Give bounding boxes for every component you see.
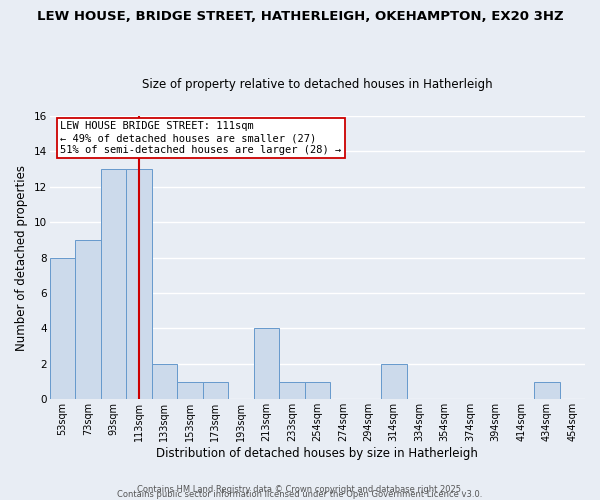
X-axis label: Distribution of detached houses by size in Hatherleigh: Distribution of detached houses by size …	[157, 447, 478, 460]
Y-axis label: Number of detached properties: Number of detached properties	[15, 164, 28, 350]
Title: Size of property relative to detached houses in Hatherleigh: Size of property relative to detached ho…	[142, 78, 493, 91]
Bar	[203, 382, 228, 400]
Bar	[50, 258, 75, 400]
Bar	[126, 169, 152, 400]
Bar	[534, 382, 560, 400]
Text: LEW HOUSE, BRIDGE STREET, HATHERLEIGH, OKEHAMPTON, EX20 3HZ: LEW HOUSE, BRIDGE STREET, HATHERLEIGH, O…	[37, 10, 563, 23]
Text: Contains public sector information licensed under the Open Government Licence v3: Contains public sector information licen…	[118, 490, 482, 499]
Bar	[152, 364, 177, 400]
Bar	[381, 364, 407, 400]
Bar	[305, 382, 330, 400]
Bar	[101, 169, 126, 400]
Text: Contains HM Land Registry data © Crown copyright and database right 2025.: Contains HM Land Registry data © Crown c…	[137, 484, 463, 494]
Bar	[279, 382, 305, 400]
Bar	[177, 382, 203, 400]
Text: LEW HOUSE BRIDGE STREET: 111sqm
← 49% of detached houses are smaller (27)
51% of: LEW HOUSE BRIDGE STREET: 111sqm ← 49% of…	[60, 122, 341, 154]
Bar	[75, 240, 101, 400]
Bar	[254, 328, 279, 400]
